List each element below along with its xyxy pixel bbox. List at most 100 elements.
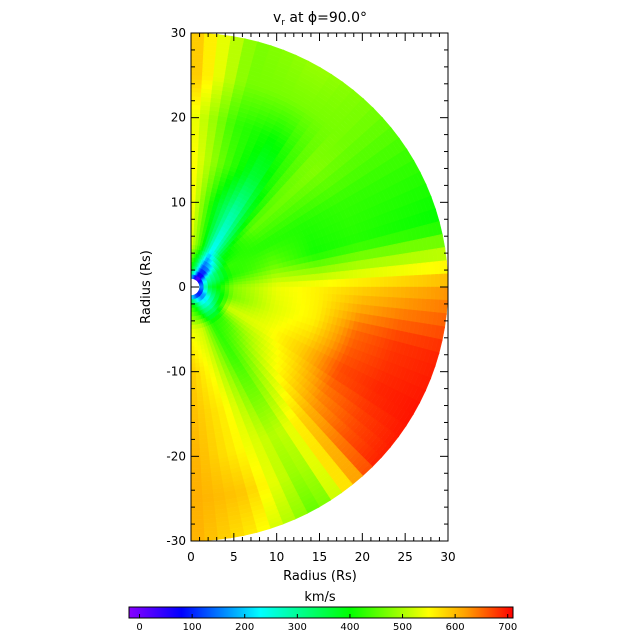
- title-rest: at ϕ=90.0°: [285, 10, 367, 26]
- colorbar-segment: [317, 607, 319, 618]
- colorbar-segment: [158, 607, 160, 618]
- heatmap-cell: [190, 108, 202, 114]
- colorbar-segment: [306, 607, 308, 618]
- colorbar-segment: [129, 607, 131, 618]
- colorbar-segment: [342, 607, 344, 618]
- x-tick-label: 30: [440, 550, 455, 564]
- colorbar-segment: [168, 607, 170, 618]
- heatmap-cell: [400, 286, 406, 300]
- heatmap-cell: [190, 510, 204, 516]
- colorbar-segment: [258, 607, 260, 618]
- colorbar-segment: [230, 607, 232, 618]
- heatmap-cell: [387, 276, 393, 289]
- colorbar-segment: [408, 607, 410, 618]
- colorbar-segment: [249, 607, 251, 618]
- heatmap-cell: [190, 371, 196, 377]
- colorbar-segment: [135, 607, 137, 618]
- colorbar-segment: [193, 607, 195, 618]
- colorbar-segment: [202, 607, 204, 618]
- heatmap-cell: [318, 273, 324, 282]
- colorbar-segment: [152, 607, 154, 618]
- colorbar-segment: [353, 607, 355, 618]
- colorbar-segment: [183, 607, 185, 618]
- colorbar-segment: [419, 607, 421, 618]
- colorbar-segment: [283, 607, 285, 618]
- heatmap-cell: [443, 273, 449, 289]
- colorbar-segment: [403, 607, 405, 618]
- colorbar-segment: [159, 607, 161, 618]
- heatmap-cell: [396, 275, 402, 289]
- colorbar-segment: [156, 607, 158, 618]
- heatmap-cell: [357, 277, 363, 289]
- colorbar-segment: [389, 607, 391, 618]
- heatmap-cell: [421, 274, 427, 289]
- colorbar-segment: [469, 607, 471, 618]
- heatmap-cell: [349, 286, 354, 297]
- colorbar-segment: [286, 607, 288, 618]
- heatmap-cell: [378, 286, 384, 299]
- colorbar-segment: [399, 607, 401, 618]
- heatmap-cell: [190, 451, 201, 457]
- colorbar-segment: [422, 607, 424, 618]
- colorbar-segment: [148, 607, 150, 618]
- colorbar-segment: [292, 607, 294, 618]
- heatmap-cell: [383, 286, 389, 299]
- colorbar-segment: [163, 607, 165, 618]
- colorbar-segment: [454, 607, 456, 618]
- colorbar-segment: [467, 607, 469, 618]
- colorbar-segment: [240, 607, 242, 618]
- colorbar-segment: [394, 607, 396, 618]
- colorbar-segment: [397, 607, 399, 618]
- colorbar-segment: [227, 607, 229, 618]
- colorbar-segment: [343, 607, 345, 618]
- heatmap-cell: [267, 282, 273, 288]
- heatmap-cell: [323, 286, 329, 296]
- colorbar-segment: [378, 607, 380, 618]
- colorbar-segment: [363, 607, 365, 618]
- heatmap-cell: [434, 286, 440, 302]
- colorbar-segment: [165, 607, 167, 618]
- colorbar-segment: [510, 607, 512, 618]
- heatmap-cell: [190, 83, 204, 89]
- colorbar-segment: [199, 607, 201, 618]
- colorbar-segment: [331, 607, 333, 618]
- heatmap-cell: [344, 278, 350, 289]
- heatmap-cell: [306, 286, 312, 295]
- heatmap-cell: [297, 275, 303, 283]
- colorbar-segment: [228, 607, 230, 618]
- colorbar-segment: [375, 607, 377, 618]
- colorbar-segment: [187, 607, 189, 618]
- colorbar-segment: [278, 607, 280, 618]
- colorbar-segment: [332, 607, 334, 618]
- colorbar-segment: [294, 607, 296, 618]
- heatmap-cell: [190, 443, 200, 449]
- heatmap-cell: [430, 274, 436, 289]
- colorbar-segment: [381, 607, 383, 618]
- colorbar-segment: [307, 607, 309, 618]
- heatmap-cell: [190, 498, 203, 504]
- colorbar-segment: [304, 607, 306, 618]
- colorbar-segment: [311, 607, 313, 618]
- colorbar-segment: [468, 607, 470, 618]
- heatmap-cell: [396, 286, 402, 300]
- colorbar-segment: [420, 607, 422, 618]
- colorbar-segment: [429, 607, 431, 618]
- colorbar-segment: [276, 607, 278, 618]
- colorbar-segment: [460, 607, 462, 618]
- heatmap-cell: [190, 493, 203, 499]
- colorbar-segment: [224, 607, 226, 618]
- colorbar-segment: [173, 607, 175, 618]
- colorbar-segment: [242, 607, 244, 618]
- heatmap-cell: [190, 58, 205, 64]
- heatmap-cell: [190, 41, 206, 47]
- heatmap-cell: [310, 280, 316, 288]
- colorbar-segment: [369, 607, 371, 618]
- colorbar-segment: [211, 607, 213, 618]
- colorbar-segment: [327, 607, 329, 618]
- heatmap-cell: [190, 138, 200, 144]
- colorbar-segment: [339, 607, 341, 618]
- colorbar-segment: [413, 607, 415, 618]
- colorbar-segment: [441, 607, 443, 618]
- colorbar-segment: [431, 607, 433, 618]
- heatmap-cell: [289, 281, 295, 288]
